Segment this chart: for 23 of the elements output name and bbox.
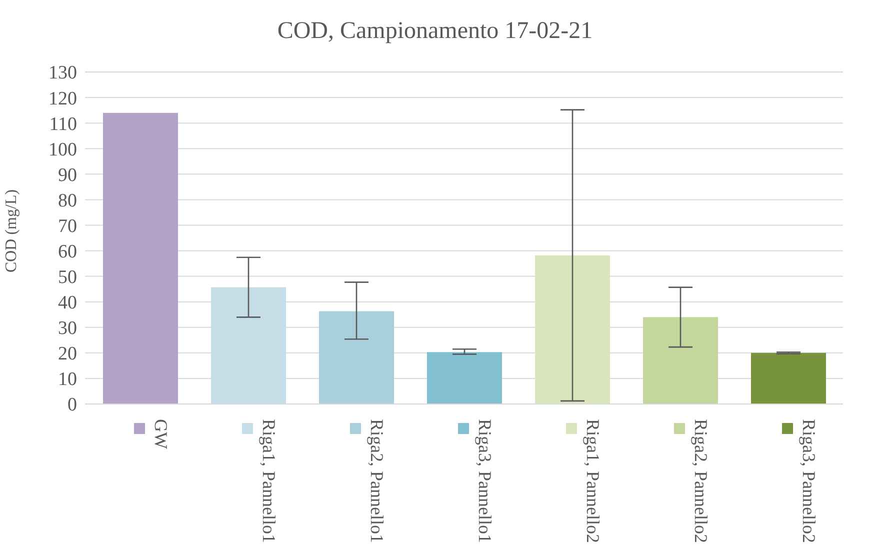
legend-label: GW bbox=[150, 419, 171, 449]
y-tick-label: 60 bbox=[58, 242, 77, 263]
text: Riga3, Pannello2 bbox=[798, 419, 819, 543]
y-tick-label: 110 bbox=[49, 114, 77, 135]
y-tick-label: 20 bbox=[58, 344, 77, 365]
text: Riga2, Pannello2 bbox=[690, 419, 711, 543]
y-tick-label: 100 bbox=[48, 139, 77, 160]
y-tick-label: 40 bbox=[58, 292, 77, 314]
y-tick-label: 0 bbox=[68, 394, 77, 416]
text: Riga3, Pannello1 bbox=[474, 419, 495, 543]
y-tick-label: 30 bbox=[58, 318, 77, 340]
y-tick-label: 90 bbox=[58, 164, 77, 186]
text: Riga2, Pannello1 bbox=[366, 419, 387, 543]
text: Riga1, Pannello2 bbox=[582, 419, 603, 543]
y-tick-label: 120 bbox=[48, 88, 77, 110]
y-tick-label: 70 bbox=[58, 216, 77, 237]
y-axis-title: COD (mg/L) bbox=[3, 188, 21, 272]
y-tick-label: 130 bbox=[48, 62, 77, 84]
y-tick-label: 80 bbox=[58, 190, 77, 212]
text: Riga1, Pannello1 bbox=[258, 419, 279, 543]
y-tick-label: 10 bbox=[58, 369, 77, 390]
y-tick-label: 50 bbox=[58, 267, 77, 288]
chart-title: COD, Campionamento 17-02-21 bbox=[276, 18, 594, 45]
